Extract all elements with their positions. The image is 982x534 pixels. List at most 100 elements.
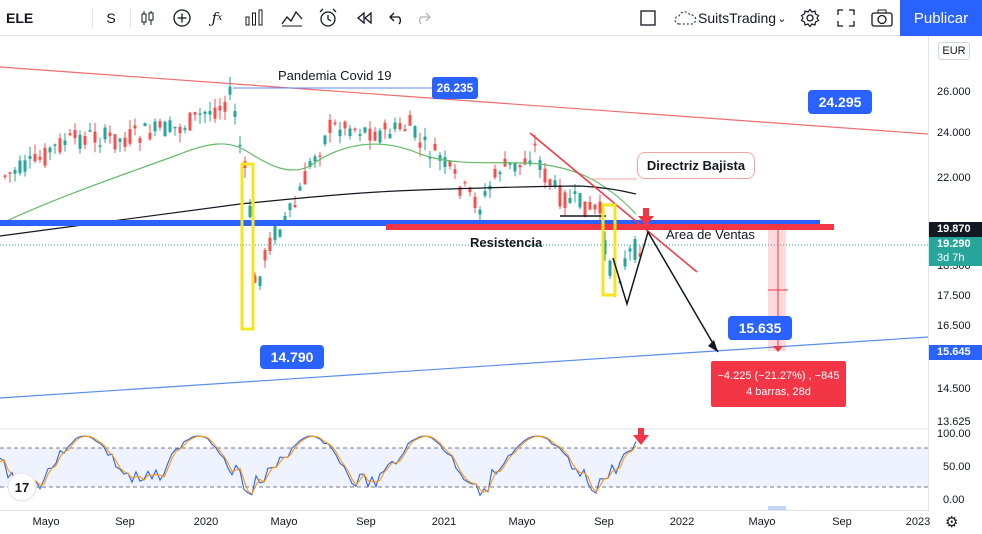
candle-body	[88, 130, 92, 132]
projection-path[interactable]	[612, 230, 719, 353]
candle-body	[138, 138, 142, 143]
bearish-trendline[interactable]	[529, 132, 698, 273]
candle-body	[533, 143, 537, 146]
time-axis[interactable]: Mayo Sep 2020 Mayo Sep 2021 Mayo Sep 202…	[0, 510, 930, 534]
candle-body	[48, 147, 52, 153]
candle-body	[168, 120, 172, 133]
measure-duration: 4 barras, 28d	[746, 386, 811, 398]
candle-body	[373, 131, 377, 141]
axis-settings-icon[interactable]: ⚙	[945, 514, 959, 531]
candle-body	[93, 131, 97, 143]
highlight-box-covid[interactable]	[240, 162, 255, 331]
candle-body	[278, 229, 282, 237]
candle-body	[548, 179, 552, 186]
sell-zone-line-red[interactable]	[386, 224, 834, 230]
time-label: Sep	[832, 516, 852, 528]
directriz-label[interactable]: Directriz Bajista	[637, 152, 755, 179]
layout-name[interactable]: SuitsTrading	[698, 10, 777, 26]
time-label: 2020	[193, 516, 219, 528]
candle-body	[443, 157, 447, 168]
candle-body	[128, 129, 132, 144]
time-label: Mayo	[748, 516, 776, 528]
resistance-band-blue[interactable]	[0, 220, 820, 226]
alert-icon[interactable]	[316, 0, 340, 36]
candle-body	[348, 128, 352, 137]
square-icon[interactable]	[636, 0, 660, 36]
time-label: Mayo	[508, 516, 536, 528]
candle-body	[78, 134, 82, 149]
oscillator-label: 50.00	[943, 461, 971, 473]
triangle-lower-line[interactable]	[0, 336, 928, 399]
chart-canvas[interactable]: 17	[0, 36, 928, 510]
candle-body	[628, 248, 632, 252]
sell-zone-label[interactable]: Area de Ventas	[666, 227, 755, 242]
add-icon[interactable]	[170, 0, 194, 36]
candle-body	[563, 192, 567, 208]
callout-triangle[interactable]: 24.295	[808, 90, 872, 114]
candle-body	[493, 168, 497, 178]
interval-button[interactable]: S	[106, 10, 116, 26]
resistance-label[interactable]: Resistencia	[470, 235, 543, 250]
candle-body	[43, 147, 47, 166]
candle-body	[198, 113, 202, 115]
camera-icon[interactable]	[868, 0, 896, 36]
moving-average-black[interactable]	[0, 185, 637, 237]
candle-body	[178, 126, 182, 134]
fullscreen-icon[interactable]	[834, 0, 858, 36]
price-axis[interactable]: 26.000 24.000 22.000 18.500 17.500 16.50…	[928, 36, 982, 512]
candle-body	[513, 162, 517, 172]
candlestick-series	[3, 76, 642, 298]
candle-body	[38, 156, 42, 160]
templates-icon[interactable]	[280, 0, 304, 36]
chevron-down-icon[interactable]: ⌄	[777, 12, 787, 25]
candle-body	[203, 111, 207, 115]
moving-average-green[interactable]	[0, 143, 637, 225]
candle-body	[423, 136, 427, 141]
undo-icon[interactable]	[386, 0, 408, 36]
candle-body	[68, 133, 72, 136]
candle-body	[508, 162, 512, 165]
cloud-icon[interactable]	[672, 0, 698, 36]
bars-icon[interactable]	[242, 0, 266, 36]
stochastic-d-line	[0, 435, 637, 495]
candle-body	[18, 160, 22, 174]
publish-button[interactable]: Publicar	[900, 0, 982, 36]
candle-body	[413, 126, 417, 138]
candle-body	[343, 121, 347, 129]
candle-body	[363, 127, 367, 133]
price-label: 13.625	[937, 416, 971, 428]
candle-body	[123, 137, 127, 147]
redo-icon[interactable]	[412, 0, 434, 36]
triangle-upper-line[interactable]	[0, 66, 928, 135]
callout-target[interactable]: 15.635	[728, 316, 792, 340]
highlight-box-recent[interactable]	[601, 203, 617, 297]
candles-icon[interactable]	[136, 0, 160, 36]
candle-body	[183, 128, 187, 130]
settings-icon[interactable]	[798, 0, 822, 36]
candle-body	[623, 258, 627, 267]
candle-body	[8, 172, 12, 174]
candle-body	[543, 168, 547, 183]
price-label: 26.000	[937, 86, 971, 98]
candle-body	[353, 128, 357, 131]
symbol-search[interactable]: ELE	[6, 10, 34, 26]
svg-text:17: 17	[15, 480, 29, 495]
covid-label[interactable]: Pandemia Covid 19	[278, 68, 392, 83]
candle-body	[208, 110, 212, 115]
price-label: 22.000	[937, 172, 971, 184]
callout-low[interactable]: 14.790	[260, 345, 324, 369]
time-label: Sep	[594, 516, 614, 528]
currency-selector[interactable]: EUR	[938, 42, 970, 60]
oscillator-label: 0.00	[943, 494, 965, 506]
candle-body	[333, 122, 337, 125]
candle-body	[253, 275, 257, 283]
candle-body	[418, 142, 422, 148]
candle-body	[478, 209, 482, 215]
callout-high[interactable]: 26.235	[432, 77, 478, 99]
candle-body	[633, 239, 637, 260]
time-label: 2022	[669, 516, 695, 528]
replay-icon[interactable]	[352, 0, 376, 36]
toolbar-divider	[130, 8, 131, 28]
measure-tooltip: −4.225 (−21.27%) , −845 4 barras, 28d	[711, 361, 846, 407]
